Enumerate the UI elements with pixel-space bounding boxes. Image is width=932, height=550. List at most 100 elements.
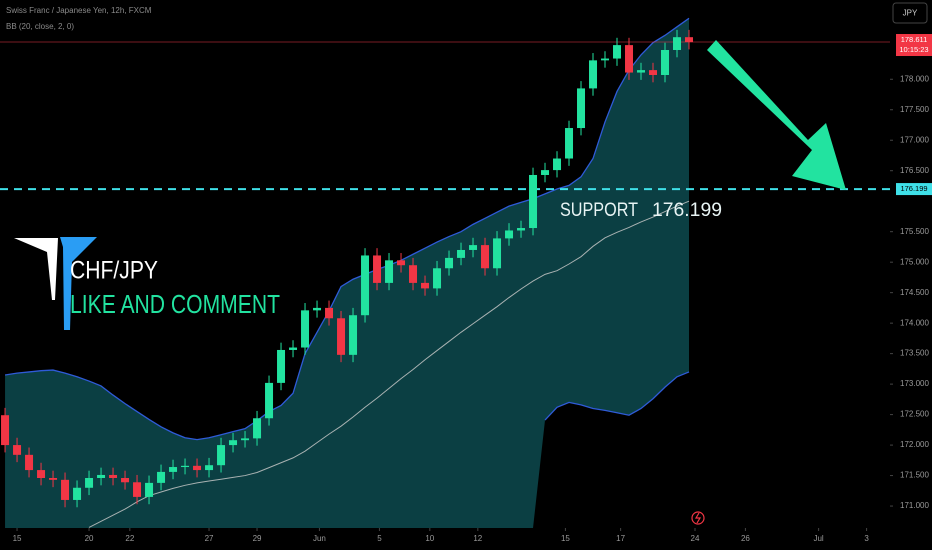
chart-title: Swiss Franc / Japanese Yen, 12h, FXCM bbox=[6, 6, 152, 15]
candle-body bbox=[661, 49, 670, 75]
candle-body bbox=[397, 260, 406, 266]
candle-body bbox=[229, 440, 238, 446]
y-tick-label: 172.500 bbox=[900, 410, 929, 419]
middle-band-line bbox=[88, 200, 690, 528]
candle-body bbox=[325, 307, 334, 319]
x-tick-label: 22 bbox=[125, 534, 134, 543]
candle-body bbox=[601, 58, 610, 61]
x-tick-label: 24 bbox=[691, 534, 700, 543]
currency-button-label[interactable]: JPY bbox=[903, 9, 918, 18]
candle-body bbox=[169, 467, 178, 472]
candle-body bbox=[241, 438, 250, 441]
alert-icon-bolt bbox=[694, 512, 702, 524]
candle-body bbox=[637, 70, 646, 73]
last-price-tag bbox=[896, 34, 932, 57]
candle-body bbox=[205, 465, 214, 471]
candle-body bbox=[265, 382, 274, 419]
logo-blue bbox=[60, 237, 97, 330]
upper-band-line bbox=[4, 17, 690, 441]
x-tick-label: Jun bbox=[313, 534, 326, 543]
y-tick-label: 171.000 bbox=[900, 501, 929, 510]
support-tag-label: 176.199 bbox=[900, 184, 927, 193]
candle-body bbox=[421, 282, 430, 289]
candle-body bbox=[109, 474, 118, 479]
candle-body bbox=[73, 487, 82, 500]
y-tick-label: 173.500 bbox=[900, 349, 929, 358]
plot-area bbox=[0, 17, 890, 528]
arrow bbox=[707, 40, 846, 190]
x-tick-label: 29 bbox=[253, 534, 262, 543]
candle-body bbox=[517, 228, 526, 231]
candle-body bbox=[613, 45, 622, 59]
x-tick-label: 5 bbox=[377, 534, 382, 543]
x-tick-label: 26 bbox=[741, 534, 750, 543]
x-tick-label: 17 bbox=[616, 534, 625, 543]
support-text: SUPPORT bbox=[560, 200, 638, 221]
x-tick-label: 3 bbox=[864, 534, 869, 543]
candle-body bbox=[445, 257, 454, 269]
candle-body bbox=[625, 45, 634, 73]
y-tick-label: 176.500 bbox=[900, 166, 929, 175]
candle-body bbox=[685, 37, 694, 43]
candle-body bbox=[649, 70, 658, 75]
x-tick-label: 12 bbox=[473, 534, 482, 543]
candle-body bbox=[1, 415, 10, 446]
candle-body bbox=[589, 60, 598, 89]
logo-white bbox=[14, 238, 58, 300]
y-tick-label: 174.500 bbox=[900, 288, 929, 297]
y-tick-label: 177.500 bbox=[900, 105, 929, 114]
candle-body bbox=[541, 170, 550, 175]
candle-body bbox=[313, 307, 322, 311]
candle-body bbox=[181, 465, 190, 468]
alert-icon[interactable] bbox=[691, 511, 705, 525]
candle-body bbox=[217, 445, 226, 466]
candle-body bbox=[85, 478, 94, 488]
candle-body bbox=[277, 349, 286, 383]
countdown-label: 10:15:23 bbox=[899, 45, 928, 54]
candle-body bbox=[553, 158, 562, 171]
x-tick-label: Jul bbox=[813, 534, 823, 543]
candle-body bbox=[253, 418, 262, 439]
currency-button[interactable] bbox=[892, 2, 928, 24]
candle-body bbox=[193, 465, 202, 471]
y-tick-label: 171.500 bbox=[900, 471, 929, 480]
candle-body bbox=[673, 37, 682, 50]
candle-body bbox=[49, 478, 58, 480]
candle-body bbox=[13, 445, 22, 455]
x-tick-label: 15 bbox=[13, 534, 22, 543]
y-tick-label: 177.000 bbox=[900, 135, 929, 144]
candle-body bbox=[373, 255, 382, 283]
candle-body bbox=[61, 479, 70, 500]
y-tick-label: 175.500 bbox=[900, 227, 929, 236]
candle-body bbox=[157, 471, 166, 483]
y-tick-label: 172.000 bbox=[900, 440, 929, 449]
candle-body bbox=[577, 88, 586, 129]
candle-body bbox=[505, 230, 514, 239]
candle-body bbox=[133, 482, 142, 497]
candle-body bbox=[25, 454, 34, 471]
y-tick-label: 174.000 bbox=[900, 318, 929, 327]
y-tick-label: 175.000 bbox=[900, 257, 929, 266]
band-fill bbox=[5, 18, 690, 528]
candle-body bbox=[409, 265, 418, 283]
candle-body bbox=[97, 474, 106, 479]
candle-body bbox=[337, 318, 346, 355]
candle-body bbox=[361, 255, 370, 316]
indicator-label: BB (20, close, 2, 0) bbox=[6, 22, 74, 31]
x-tick-label: 20 bbox=[85, 534, 94, 543]
price-axis: 171.000 171.500 172.000 172.500 173.000 173.5… bbox=[13, 34, 932, 543]
candle-body bbox=[349, 315, 358, 355]
call-to-action: LIKE AND COMMENT bbox=[70, 289, 280, 319]
lower-band-line bbox=[544, 371, 690, 421]
last-price-label: 178.611 bbox=[901, 35, 928, 44]
candle-body bbox=[433, 268, 442, 289]
y-tick-label: 178.000 bbox=[900, 74, 929, 83]
candle-body bbox=[145, 482, 154, 497]
candle-body bbox=[37, 470, 46, 479]
y-tick-label: 173.000 bbox=[900, 379, 929, 388]
candle-body bbox=[121, 478, 130, 483]
support-tag bbox=[896, 183, 932, 196]
headline: CHF/JPY bbox=[70, 257, 158, 285]
x-tick-label: 15 bbox=[561, 534, 570, 543]
